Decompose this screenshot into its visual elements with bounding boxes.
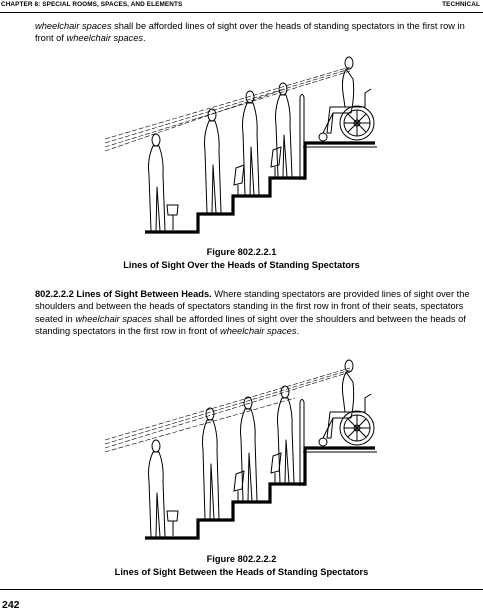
body-text: . xyxy=(296,326,300,337)
figure-number: Figure 802.2.2.2 xyxy=(206,554,277,564)
stair-profile xyxy=(145,141,375,234)
seat xyxy=(233,470,245,501)
intro-paragraph: wheelchair spaces shall be afforded line… xyxy=(35,20,480,45)
figure-2-caption: Figure 802.2.2.2 Lines of Sight Between … xyxy=(0,553,483,578)
figure-title: Lines of Sight Between the Heads of Stan… xyxy=(114,566,369,577)
section-paragraph: 802.2.2.2 Lines of Sight Between Heads. … xyxy=(35,288,480,338)
standing-spectator xyxy=(242,90,260,196)
railing xyxy=(299,94,305,180)
railing xyxy=(299,399,305,486)
chapter-title: CHAPTER 8: SPECIAL ROOMS, SPACES, AND EL… xyxy=(1,1,183,8)
emphasis-text: wheelchair spaces xyxy=(35,21,112,31)
figure-number: Figure 802.2.2.1 xyxy=(206,247,277,257)
sight-line xyxy=(104,88,286,152)
seat xyxy=(166,510,179,536)
footer-rule xyxy=(0,589,483,590)
standing-spectator xyxy=(202,407,220,520)
emphasis-text: wheelchair spaces xyxy=(220,326,297,337)
stair-profile xyxy=(145,446,375,540)
seat xyxy=(233,164,245,195)
sight-line xyxy=(104,367,351,441)
figure-1-illustration xyxy=(104,56,377,234)
wheelchair-user xyxy=(318,359,375,447)
body-text: shall be afforded lines of sight over th… xyxy=(35,21,465,44)
standing-spectator xyxy=(148,439,166,538)
sight-line xyxy=(104,371,351,449)
wheelchair-user xyxy=(318,56,375,142)
section-heading: 802.2.2.2 Lines of Sight Between Heads. xyxy=(35,289,212,299)
sight-line xyxy=(104,397,296,453)
body-text: Where standing spectators are provided l… xyxy=(35,289,470,324)
body-text: shall be afforded lines of sight over th… xyxy=(35,313,466,337)
body-text: . xyxy=(143,33,146,44)
sight-line xyxy=(104,68,351,144)
emphasis-text: wheelchair spaces xyxy=(66,33,144,44)
figure-1-caption: Figure 802.2.2.1 Lines of Sight Over the… xyxy=(0,246,483,271)
section-label: TECHNICAL xyxy=(442,1,480,8)
figure-title: Lines of Sight Over the Heads of Standin… xyxy=(123,259,360,270)
figure-2-illustration xyxy=(104,359,377,540)
standing-spectator xyxy=(148,133,166,232)
sight-line xyxy=(104,369,351,445)
emphasis-text: wheelchair spaces xyxy=(75,313,152,324)
standing-spectator xyxy=(204,108,222,214)
seat xyxy=(270,146,282,177)
page-number: 242 xyxy=(2,599,20,611)
standing-spectator xyxy=(240,396,258,502)
page-header: CHAPTER 8: SPECIAL ROOMS, SPACES, AND EL… xyxy=(0,0,483,13)
seat xyxy=(270,452,282,483)
standing-spectator xyxy=(275,82,293,178)
seat xyxy=(166,204,179,230)
sight-line xyxy=(104,66,351,140)
standing-spectator xyxy=(277,385,295,484)
